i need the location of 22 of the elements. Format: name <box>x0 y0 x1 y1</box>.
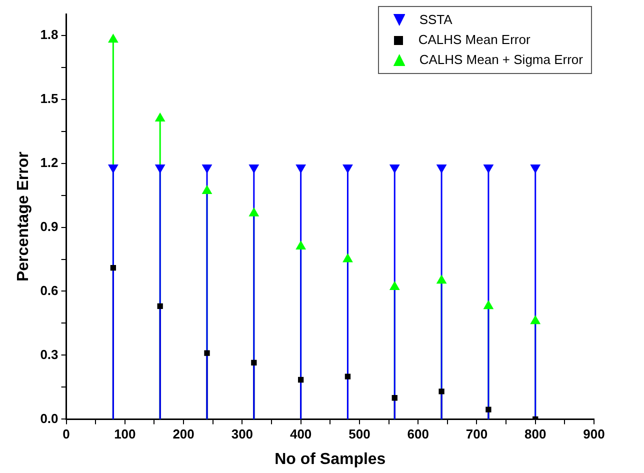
x-tick-label: 500 <box>348 426 370 442</box>
legend-label: CALHS Mean + Sigma Error <box>419 51 583 69</box>
y-tick-label: 1.8 <box>40 26 58 42</box>
x-tick-label: 0 <box>62 426 70 442</box>
x-tick-label: 600 <box>407 426 429 442</box>
y-tick-label: 0.3 <box>40 346 58 362</box>
y-tick-label: 1.5 <box>40 90 58 106</box>
x-tick-label: 900 <box>583 426 605 442</box>
x-tick-label: 100 <box>114 426 136 442</box>
y-tick-label: 0.6 <box>40 282 58 298</box>
x-tick-label: 800 <box>524 426 546 442</box>
x-tick-label: 300 <box>231 426 254 442</box>
y-axis-title: Percentage Error <box>15 152 32 282</box>
y-tick-label: 1.2 <box>40 154 58 170</box>
x-tick-label: 700 <box>466 426 488 442</box>
legend-label: SSTA <box>419 11 452 29</box>
y-tick-label: 0.0 <box>40 410 58 426</box>
x-tick-label: 400 <box>290 426 312 442</box>
legend-label: CALHS Mean Error <box>418 31 530 49</box>
y-tick-label: 0.9 <box>40 218 58 234</box>
x-axis-title: No of Samples <box>274 450 386 468</box>
x-tick-label: 200 <box>172 426 194 442</box>
